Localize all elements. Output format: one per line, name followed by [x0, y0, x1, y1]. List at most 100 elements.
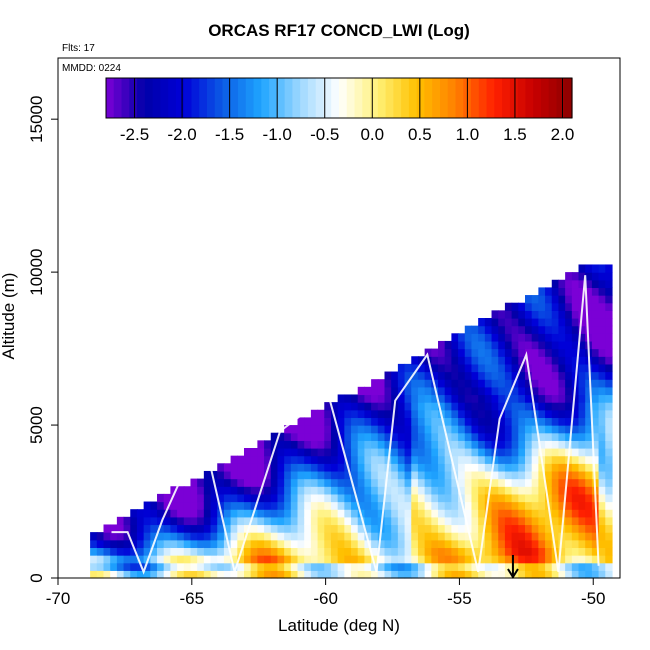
colorbar-swatch — [206, 78, 216, 118]
heatmap-cell — [384, 440, 392, 449]
heatmap-cell — [491, 470, 499, 480]
heatmap-cell — [344, 409, 352, 419]
heatmap-cell — [491, 409, 499, 419]
y-tick-label: 5000 — [27, 406, 46, 444]
heatmap-cell — [484, 532, 493, 541]
heatmap-cell — [498, 425, 506, 434]
heatmap-cell — [357, 532, 366, 541]
heatmap-cell — [558, 425, 566, 434]
heatmap-cell — [531, 310, 539, 319]
heatmap-cell — [411, 356, 419, 365]
heatmap-cell — [417, 363, 426, 373]
heatmap-cell — [351, 463, 359, 472]
heatmap-cell — [203, 501, 212, 510]
heatmap-cell — [310, 470, 319, 480]
heatmap-cell — [498, 448, 506, 457]
heatmap-cell — [598, 402, 606, 411]
heatmap-cell — [397, 394, 406, 403]
heatmap-cell — [424, 555, 432, 564]
heatmap-cell — [417, 402, 426, 411]
heatmap-cell — [605, 425, 613, 434]
heatmap-cell — [90, 532, 98, 541]
heatmap-cell — [357, 555, 366, 564]
heatmap-cell — [565, 493, 573, 503]
heatmap-cell — [411, 455, 419, 464]
heatmap-cell — [123, 547, 131, 556]
heatmap-cell — [96, 532, 105, 541]
heatmap-cell — [90, 562, 98, 571]
heatmap-cell — [330, 532, 339, 541]
heatmap-cell — [531, 532, 539, 541]
heatmap-cell — [438, 448, 446, 457]
heatmap-cell — [391, 448, 399, 457]
heatmap-cell — [177, 501, 185, 510]
heatmap-cell — [518, 486, 526, 495]
heatmap-cell — [391, 570, 399, 579]
heatmap-cell — [511, 539, 519, 549]
heatmap-cell — [531, 302, 539, 311]
heatmap-cell — [591, 272, 600, 281]
heatmap-cell — [504, 432, 513, 441]
heatmap-cell — [304, 532, 312, 541]
heatmap-cell — [551, 394, 560, 403]
heatmap-cell — [237, 455, 245, 464]
heatmap-cell — [525, 409, 533, 419]
heatmap-cell — [264, 455, 272, 464]
heatmap-cell — [578, 402, 586, 411]
heatmap-cell — [411, 509, 419, 518]
heatmap-cell — [598, 478, 606, 487]
heatmap-cell — [571, 478, 580, 487]
heatmap-cell — [197, 532, 205, 541]
colorbar-swatch — [486, 78, 495, 118]
heatmap-cell — [324, 448, 332, 457]
heatmap-cell — [498, 333, 506, 342]
heatmap-cell — [525, 516, 533, 526]
heatmap-cell — [197, 516, 205, 526]
heatmap-cell — [330, 524, 339, 533]
heatmap-cell — [498, 547, 506, 556]
flights-label: Flts: 17 — [62, 43, 95, 54]
heatmap-cell — [310, 493, 319, 503]
heatmap-cell — [571, 570, 580, 579]
heatmap-cell — [538, 379, 546, 388]
heatmap-cell — [531, 501, 539, 510]
heatmap-cell — [397, 532, 406, 541]
heatmap-cell — [203, 470, 212, 480]
heatmap-cell — [96, 539, 105, 549]
heatmap-cell — [244, 486, 252, 495]
heatmap-cell — [391, 455, 399, 464]
heatmap-cell — [257, 448, 265, 457]
colorbar-swatch — [548, 78, 558, 118]
heatmap-cell — [116, 516, 125, 526]
heatmap-cell — [464, 325, 473, 334]
heatmap-cell — [504, 532, 513, 541]
heatmap-cell — [404, 440, 412, 449]
heatmap-cell — [565, 524, 573, 533]
heatmap-cell — [565, 425, 573, 434]
heatmap-cell — [545, 356, 553, 365]
heatmap-cell — [558, 463, 566, 472]
heatmap-cell — [371, 394, 379, 403]
heatmap-cell — [438, 493, 446, 503]
heatmap-cell — [531, 509, 539, 518]
heatmap-cell — [525, 448, 533, 457]
heatmap-cell — [518, 470, 526, 480]
heatmap-cell — [471, 348, 479, 357]
heatmap-cell — [605, 448, 613, 457]
heatmap-cell — [330, 402, 339, 411]
heatmap-cell — [444, 409, 452, 419]
heatmap-cell — [297, 501, 305, 510]
heatmap-cell — [511, 386, 519, 396]
heatmap-cell — [371, 516, 379, 526]
heatmap-cell — [458, 547, 466, 556]
heatmap-cell — [578, 470, 586, 480]
heatmap-cell — [143, 509, 151, 518]
heatmap-cell — [518, 371, 526, 380]
heatmap-cell — [551, 493, 560, 503]
heatmap-cell — [591, 440, 600, 449]
heatmap-cell — [197, 486, 205, 495]
heatmap-cell — [458, 539, 466, 549]
heatmap-cell — [518, 348, 526, 357]
heatmap-cell — [484, 570, 493, 579]
heatmap-cell — [578, 356, 586, 365]
